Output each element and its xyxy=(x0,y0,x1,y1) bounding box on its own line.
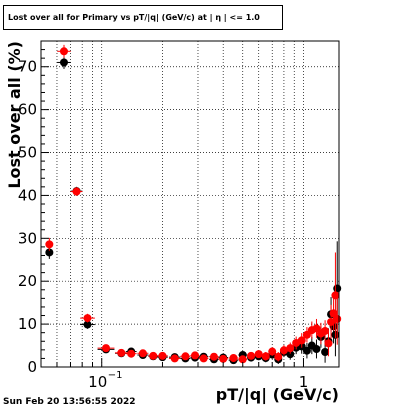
y-tick-label: 30 xyxy=(18,229,37,247)
data-point xyxy=(170,354,179,363)
data-point xyxy=(117,348,126,357)
data-point xyxy=(138,349,147,358)
data-point xyxy=(321,326,330,335)
x-tick-label: 1 xyxy=(299,373,309,391)
data-point xyxy=(83,314,92,323)
y-tick-label: 60 xyxy=(18,101,37,119)
data-point xyxy=(181,352,190,361)
data-marks xyxy=(45,44,342,365)
data-point xyxy=(327,317,336,326)
y-tick-label: 0 xyxy=(27,358,37,376)
y-axis-label: Lost over all (%) xyxy=(5,41,24,189)
data-point xyxy=(45,248,54,257)
data-point xyxy=(59,47,68,56)
x-tick-base: 10 xyxy=(88,373,107,391)
data-point xyxy=(333,314,342,323)
y-tick-label: 70 xyxy=(18,58,37,76)
data-point xyxy=(321,347,330,356)
data-point xyxy=(45,240,54,249)
y-tick-label: 50 xyxy=(18,144,37,162)
data-point xyxy=(102,344,111,353)
data-point xyxy=(59,58,68,67)
data-point xyxy=(219,354,228,363)
data-point xyxy=(297,336,306,345)
x-axis-label: pT/|q| (GeV/c) xyxy=(216,385,339,405)
data-point xyxy=(238,355,247,364)
data-point xyxy=(302,346,311,355)
data-point xyxy=(127,349,136,358)
data-point xyxy=(191,351,200,360)
data-point xyxy=(247,351,256,360)
data-point xyxy=(261,352,270,361)
data-point xyxy=(279,346,288,355)
chart-title: Lost over all for Primary vs pT/|q| (GeV… xyxy=(8,13,260,22)
timestamp: Sun Feb 20 13:56:55 2022 xyxy=(3,397,136,407)
chart-title-box: Lost over all for Primary vs pT/|q| (GeV… xyxy=(3,5,283,30)
data-point xyxy=(158,351,167,360)
data-point xyxy=(229,353,238,362)
y-tick-label: 10 xyxy=(18,315,37,333)
data-point xyxy=(268,347,277,356)
data-point xyxy=(209,352,218,361)
data-point xyxy=(286,344,295,353)
x-tick-exponent: −1 xyxy=(108,370,123,381)
data-point xyxy=(333,284,342,293)
y-tick-label: 20 xyxy=(18,272,37,290)
data-point xyxy=(324,339,333,348)
data-point xyxy=(83,320,92,329)
data-point xyxy=(254,350,263,359)
data-point xyxy=(286,350,295,359)
x-tick-label: 10 −1 xyxy=(88,370,122,391)
data-point xyxy=(199,354,208,363)
data-point xyxy=(72,187,81,196)
data-point xyxy=(312,344,321,353)
data-point xyxy=(274,352,283,361)
y-tick-label: 40 xyxy=(18,186,37,204)
x-tick-base: 1 xyxy=(299,373,309,391)
data-point xyxy=(331,291,340,300)
data-point xyxy=(149,351,158,360)
